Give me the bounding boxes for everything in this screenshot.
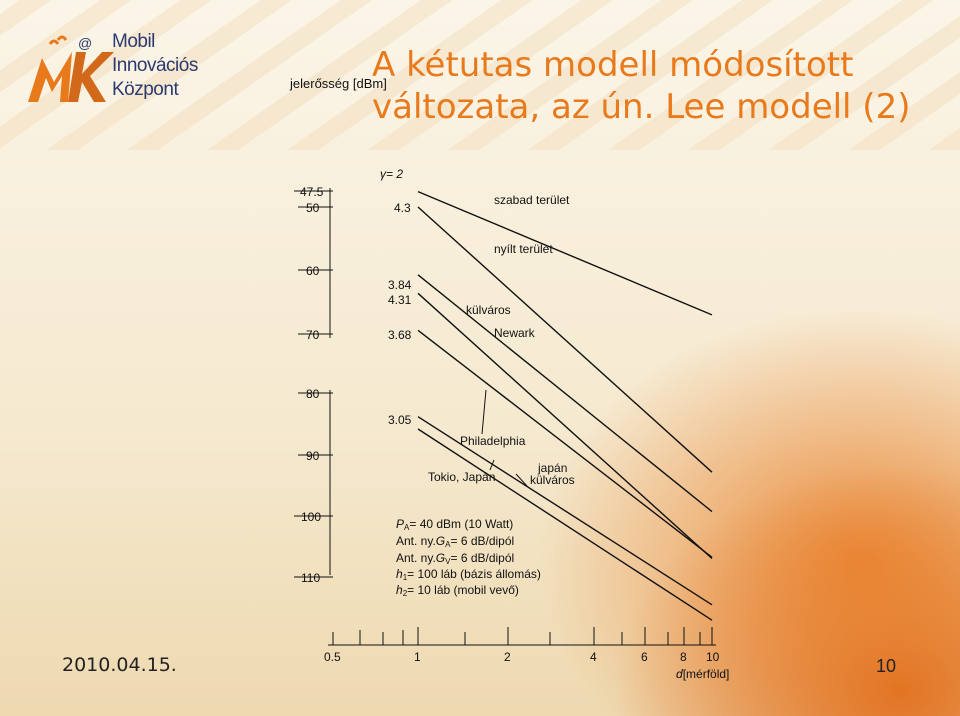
gamma-label: γ= 2 bbox=[380, 167, 403, 181]
x-minor-ticks bbox=[332, 627, 713, 645]
x-tick-2: 2 bbox=[504, 650, 511, 664]
footer-date: 2010.04.15. bbox=[62, 654, 177, 676]
title-line-1: A kétutas modell módosított bbox=[372, 45, 854, 85]
series-label-philadelphia: Philadelphia bbox=[460, 434, 526, 448]
y-tick-90: 90 bbox=[306, 449, 320, 463]
slide-title: A kétutas modell módosított változata, a… bbox=[372, 44, 952, 128]
page-number: 10 bbox=[876, 656, 897, 676]
slope-label-4-3: 4.3 bbox=[394, 201, 411, 215]
series-line-1 bbox=[417, 206, 713, 473]
logo-text: Mobil Innovációs Központ bbox=[112, 30, 198, 102]
slope-labels: γ= 2 4.3 3.84 4.31 3.68 3.05 bbox=[380, 167, 412, 427]
y-tick-70: 70 bbox=[306, 328, 320, 342]
series-label-newark: Newark bbox=[494, 326, 536, 340]
y-ticks: 47.5 50 60 70 80 90 100 110 bbox=[294, 185, 333, 585]
y-tick-100: 100 bbox=[301, 510, 321, 524]
series-line-5 bbox=[417, 416, 713, 606]
series-line-4 bbox=[417, 329, 713, 558]
x-ticks: 0.5 1 2 4 6 8 10 bbox=[324, 650, 720, 664]
y-tick-50: 50 bbox=[306, 201, 320, 215]
series-label-kulvaros: külváros bbox=[466, 303, 511, 317]
slope-label-3-68: 3.68 bbox=[388, 328, 412, 342]
series-line-2 bbox=[417, 274, 713, 513]
series-lines bbox=[417, 190, 713, 621]
y-axis-label: jelerősség [dBm] bbox=[289, 76, 387, 91]
y-tick-47-5: 47.5 bbox=[300, 185, 324, 199]
y-tick-60: 60 bbox=[306, 264, 320, 278]
series-line-3 bbox=[417, 292, 713, 560]
logo-mark-m bbox=[28, 52, 72, 102]
x-axis-label-unit: [mérföld] bbox=[683, 667, 730, 681]
note-ga: Ant. ny.GA= 6 dB/dipól bbox=[396, 534, 514, 549]
series-label-japan-kulvaros-1: japán bbox=[537, 461, 567, 475]
series-label-szabad: szabad terület bbox=[494, 193, 570, 207]
logo-line-1: Mobil bbox=[112, 31, 155, 52]
series-line-6 bbox=[417, 428, 713, 621]
series-label-japan-kulvaros-2: külváros bbox=[530, 473, 575, 487]
title-line-2: változata, az ún. Lee modell (2) bbox=[372, 87, 911, 127]
parameter-notes: PA= 40 dBm (10 Watt) Ant. ny.GA= 6 dB/di… bbox=[396, 517, 541, 598]
note-h2: h2= 10 láb (mobil vevő) bbox=[396, 583, 519, 598]
series-labels: szabad terület nyílt terület külváros Ne… bbox=[428, 193, 575, 487]
slope-label-3-05: 3.05 bbox=[388, 413, 412, 427]
logo-badge: @ bbox=[78, 35, 92, 51]
y-tick-110: 110 bbox=[301, 571, 320, 585]
decorative-stripes bbox=[0, 0, 960, 150]
note-pa: PA= 40 dBm (10 Watt) bbox=[396, 517, 513, 532]
note-gv: Ant. ny.GV= 6 dB/dipól bbox=[396, 551, 514, 566]
series-line-0 bbox=[417, 190, 713, 316]
x-tick-4: 4 bbox=[590, 650, 597, 664]
x-axis-label: d[mérföld] bbox=[676, 667, 729, 681]
slope-label-4-31: 4.31 bbox=[388, 293, 412, 307]
x-tick-1: 1 bbox=[414, 650, 421, 664]
x-tick-10: 10 bbox=[706, 650, 720, 664]
series-label-nyilt: nyílt terület bbox=[494, 242, 553, 256]
x-tick-6: 6 bbox=[641, 650, 648, 664]
series-label-tokio: Tokio, Japán bbox=[428, 470, 495, 484]
logo-line-2: Innovációs bbox=[112, 55, 198, 76]
slope-label-3-84: 3.84 bbox=[388, 278, 412, 292]
x-tick-8: 8 bbox=[680, 650, 687, 664]
logo-mark-k bbox=[68, 52, 114, 102]
logo: @ bbox=[28, 35, 114, 102]
note-h1: h1= 100 láb (bázis állomás) bbox=[396, 567, 541, 582]
logo-line-3: Központ bbox=[112, 79, 179, 100]
x-tick-0-5: 0.5 bbox=[324, 650, 341, 664]
y-tick-80: 80 bbox=[306, 387, 320, 401]
x-axis-label-d: d bbox=[676, 667, 683, 681]
